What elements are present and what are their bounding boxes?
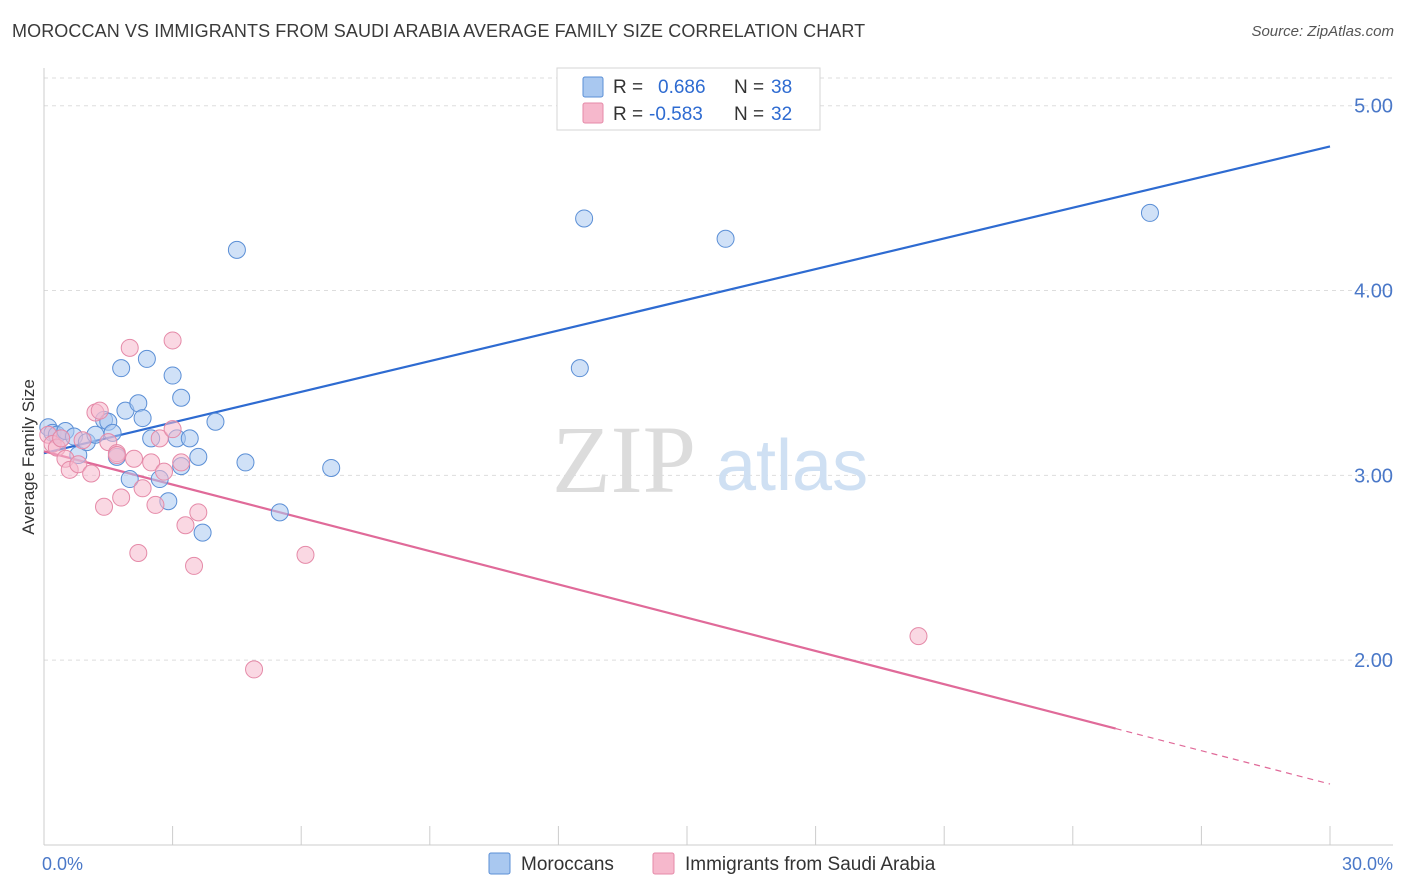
moroccan-point-33 xyxy=(322,458,341,477)
moroccan-point-37 xyxy=(1140,203,1159,222)
moroccan-point-35 xyxy=(575,209,594,228)
moroccan-point-17 xyxy=(133,409,152,428)
moroccan-point-18 xyxy=(137,349,156,368)
saudi-trend-line xyxy=(43,450,1116,730)
saudi-point-8 xyxy=(82,464,101,483)
saudi-point-10 xyxy=(90,401,109,420)
axes xyxy=(43,68,1393,846)
moroccan-point-27 xyxy=(189,447,208,466)
saudi-point-21 xyxy=(146,495,165,514)
moroccan-point-30 xyxy=(227,240,246,259)
y-tick-label-2: 4.00 xyxy=(1354,281,1393,303)
saudi-point-20 xyxy=(142,453,161,472)
legend-swatch-pink xyxy=(582,102,604,124)
legend-n-value-blue: 38 xyxy=(771,77,792,98)
moroccan-point-36 xyxy=(716,229,735,248)
legend-r-value-blue: 0.686 xyxy=(658,77,706,98)
saudi-point-24 xyxy=(163,420,182,439)
saudi-point-19 xyxy=(133,479,152,498)
legend-moroccans-label: Moroccans xyxy=(521,854,614,875)
saudi-point-27 xyxy=(176,516,195,535)
y-tick-labels: 2.00 3.00 4.00 5.00 xyxy=(1354,96,1393,672)
moroccan-point-26 xyxy=(180,429,199,448)
saudi-point-17 xyxy=(125,449,144,468)
moroccan-point-25 xyxy=(172,388,191,407)
legend-r-label-pink: R = xyxy=(613,104,643,125)
legend-n-label-blue: N = xyxy=(734,77,764,98)
saudi-point-18 xyxy=(129,543,148,562)
saudi-point-31 xyxy=(296,545,315,564)
moroccan-point-31 xyxy=(236,453,255,472)
x-tick-label-min: 0.0% xyxy=(42,854,83,874)
chart-title: MOROCCAN VS IMMIGRANTS FROM SAUDI ARABIA… xyxy=(12,21,866,41)
saudi-point-26 xyxy=(172,453,191,472)
legend-saudi-swatch xyxy=(652,852,675,875)
trend-lines xyxy=(43,145,1331,785)
saudi-point-25 xyxy=(163,331,182,350)
legend-swatch-blue xyxy=(582,76,604,98)
legend-saudi-label: Immigrants from Saudi Arabia xyxy=(685,854,936,875)
moroccan-point-28 xyxy=(193,523,212,542)
y-tick-label-3: 5.00 xyxy=(1354,96,1393,118)
moroccan-trend-line xyxy=(43,145,1331,455)
moroccan-point-13 xyxy=(112,359,131,378)
series-legend: Moroccans Immigrants from Saudi Arabia xyxy=(488,852,936,875)
moroccan-point-32 xyxy=(270,503,289,522)
saudi-point-29 xyxy=(189,503,208,522)
y-tick-label-1: 3.00 xyxy=(1354,465,1393,487)
grid-lines xyxy=(44,77,1393,661)
saudi-point-7 xyxy=(73,431,92,450)
saudi-point-3 xyxy=(52,429,71,448)
saudi-point-23 xyxy=(155,462,174,481)
moroccan-point-29 xyxy=(206,412,225,431)
saudi-point-11 xyxy=(95,497,114,516)
x-tick-label-max: 30.0% xyxy=(1342,854,1393,874)
legend-n-value-pink: 32 xyxy=(771,104,792,125)
saudi-point-6 xyxy=(69,455,88,474)
moroccan-point-34 xyxy=(570,359,589,378)
moroccan-point-15 xyxy=(120,470,139,489)
legend-n-label-pink: N = xyxy=(734,104,764,125)
saudi-point-16 xyxy=(120,338,139,357)
saudi-point-30 xyxy=(245,660,264,679)
moroccan-point-23 xyxy=(163,366,182,385)
legend-r-label-blue: R = xyxy=(613,77,643,98)
correlation-legend: R = 0.686 N = 38 R = -0.583 N = 32 xyxy=(556,67,821,131)
saudi-point-32 xyxy=(909,627,928,646)
watermark-zip: ZIP xyxy=(552,406,696,513)
y-axis-label: Average Family Size xyxy=(19,379,38,535)
watermark-atlas: atlas xyxy=(716,426,868,506)
legend-r-value-pink: -0.583 xyxy=(649,104,703,125)
y-tick-label-0: 2.00 xyxy=(1354,650,1393,672)
watermark: ZIP atlas xyxy=(552,406,868,513)
legend-moroccans-swatch xyxy=(488,852,511,875)
x-tick-labels: 0.0% 30.0% xyxy=(42,854,1393,874)
data-points xyxy=(39,203,1159,679)
saudi-point-28 xyxy=(185,556,204,575)
saudi-point-22 xyxy=(150,429,169,448)
saudi-point-15 xyxy=(112,488,131,507)
source-label: Source: ZipAtlas.com xyxy=(1251,23,1394,40)
saudi-point-14 xyxy=(107,446,126,465)
saudi-trend-extension xyxy=(1115,727,1331,785)
